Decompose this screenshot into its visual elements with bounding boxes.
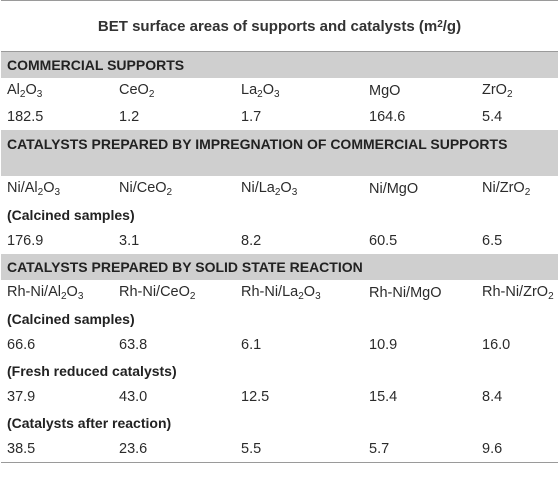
subscript: 3 — [36, 89, 43, 100]
formula-part: MgO — [369, 83, 401, 99]
formula-part: Rh-Ni/La — [241, 284, 299, 300]
table-cell-value: 38.5 — [7, 441, 36, 457]
subscript: 2 — [148, 89, 155, 100]
table-cell-value: 1.7 — [241, 109, 262, 125]
subscript: 3 — [54, 187, 61, 198]
table-row: 38.5 23.6 5.5 5.7 9.6 — [1, 436, 558, 463]
formula-part: CeO — [119, 82, 149, 98]
subscript: 2 — [274, 187, 281, 198]
table-row: 37.9 43.0 12.5 15.4 8.4 — [1, 384, 558, 410]
subscript: 2 — [524, 187, 531, 198]
subscript: 3 — [77, 291, 84, 302]
table-cell-name: MgO — [363, 83, 476, 99]
table-cell-value: 5.7 — [369, 441, 390, 457]
formula-part: O — [303, 284, 316, 300]
subheader-fresh-reduced: (Fresh reduced catalysts) — [7, 363, 177, 379]
formula-part: Al — [7, 82, 20, 98]
subscript: 2 — [37, 187, 44, 198]
formula-part: Ni/ZrO — [482, 180, 525, 196]
table-cell-name: Rh-Ni/CeO2 — [113, 284, 235, 302]
table-row: Rh-Ni/Al2O3 Rh-Ni/CeO2 Rh-Ni/La2O3 Rh-Ni/Mg… — [1, 280, 558, 306]
formula-part: Rh-Ni/CeO — [119, 284, 190, 300]
table-cell-value: 5.4 — [482, 109, 503, 125]
subscript: 3 — [291, 187, 298, 198]
subscript: 2 — [298, 291, 304, 302]
table-cell-value: 43.0 — [119, 389, 148, 405]
section-commercial-supports: COMMERCIAL SUPPORTS — [1, 52, 558, 78]
formula-part: La — [241, 82, 258, 98]
subscript: 2 — [60, 291, 67, 302]
subheader-calcined: (Calcined samples) — [7, 207, 135, 223]
table-cell-value: 16.0 — [482, 337, 511, 353]
table-cell-value: 6.1 — [241, 337, 262, 353]
table-row: Al2O3 CeO2 La2O3 MgO ZrO2 — [1, 78, 558, 104]
subscript: 2 — [19, 89, 26, 100]
subscript: 2 — [506, 89, 513, 100]
table-row: 66.6 63.8 6.1 10.9 16.0 — [1, 332, 558, 358]
table-cell-value: 23.6 — [119, 441, 148, 457]
table-cell-name: Ni/Al2O3 — [1, 180, 113, 198]
table-row: Ni/Al2O3 Ni/CeO2 Ni/La2O3 Ni/MgO Ni/ZrO2 — [1, 176, 558, 202]
formula-part: O — [25, 82, 37, 98]
table-cell-value: 5.5 — [241, 441, 262, 457]
table-cell-value: 63.8 — [119, 337, 148, 353]
table-cell-name: Rh-Ni/La2O3 — [235, 284, 363, 302]
table-cell-value: 12.5 — [241, 389, 270, 405]
table-row: 182.5 1.2 1.7 164.6 5.4 — [1, 104, 558, 130]
formula-part: Rh-Ni/ZrO — [482, 284, 549, 300]
table-cell-name: Ni/ZrO2 — [476, 180, 558, 198]
formula-part: O — [66, 284, 78, 300]
table-cell-name: Rh-Ni/ZrO2 — [476, 284, 558, 302]
table-cell-value: 60.5 — [369, 233, 398, 249]
table-cell-name: ZrO2 — [476, 82, 558, 100]
table-cell-name: CeO2 — [113, 82, 235, 100]
subscript: 2 — [548, 291, 554, 302]
table-cell-value: 9.6 — [482, 441, 503, 457]
table-cell-name: Rh-Ni/MgO — [363, 285, 476, 301]
table-cell-value: 8.4 — [482, 389, 503, 405]
formula-part: Rh-Ni/MgO — [369, 285, 442, 301]
formula-part: Ni/MgO — [369, 181, 419, 197]
table-cell-value: 176.9 — [7, 233, 44, 249]
table-cell-name: Ni/La2O3 — [235, 180, 363, 198]
table-row: 176.9 3.1 8.2 60.5 6.5 — [1, 228, 558, 254]
subscript: 2 — [166, 187, 173, 198]
table-cell-value: 164.6 — [369, 109, 406, 125]
subscript: 2 — [257, 89, 263, 100]
bet-table: BET surface areas of supports and cataly… — [1, 0, 558, 463]
formula-part: Ni/Al — [7, 180, 38, 196]
table-cell-value: 1.2 — [119, 109, 140, 125]
formula-part: Ni/CeO — [119, 180, 167, 196]
formula-part: O — [280, 180, 292, 196]
subscript: 3 — [273, 89, 280, 100]
table-cell-name: Al2O3 — [1, 82, 113, 100]
table-cell-value: 8.2 — [241, 233, 262, 249]
table-cell-value: 66.6 — [7, 337, 36, 353]
table-cell-name: Ni/MgO — [363, 181, 476, 197]
title-tail: /g) — [442, 17, 462, 35]
title-superscript: 2 — [437, 18, 443, 30]
table-title: BET surface areas of supports and cataly… — [1, 0, 558, 52]
table-cell-value: 6.5 — [482, 233, 503, 249]
section-impregnation: CATALYSTS PREPARED BY IMPREGNATION OF CO… — [1, 130, 558, 176]
table-cell-name: Rh-Ni/Al2O3 — [1, 284, 113, 302]
subscript: 3 — [315, 291, 321, 302]
table-cell-value: 37.9 — [7, 389, 36, 405]
section-solid-state: CATALYSTS PREPARED BY SOLID STATE REACTI… — [1, 254, 558, 280]
table-cell-value: 15.4 — [369, 389, 398, 405]
table-cell-value: 3.1 — [119, 233, 140, 249]
formula-part: Ni/La — [241, 180, 275, 196]
formula-part: ZrO — [482, 82, 507, 98]
subheader-calcined: (Calcined samples) — [7, 311, 135, 327]
table-cell-name: La2O3 — [235, 82, 363, 100]
formula-part: O — [43, 180, 55, 196]
table-cell-value: 10.9 — [369, 337, 398, 353]
formula-part: Rh-Ni/Al — [7, 284, 61, 300]
title-text: BET surface areas of supports and cataly… — [97, 17, 438, 35]
table-cell-name: Ni/CeO2 — [113, 180, 235, 198]
subscript: 2 — [189, 291, 196, 302]
table-cell-value: 182.5 — [7, 109, 44, 125]
formula-part: O — [262, 82, 274, 98]
subheader-after-reaction: (Catalysts after reaction) — [7, 415, 172, 431]
